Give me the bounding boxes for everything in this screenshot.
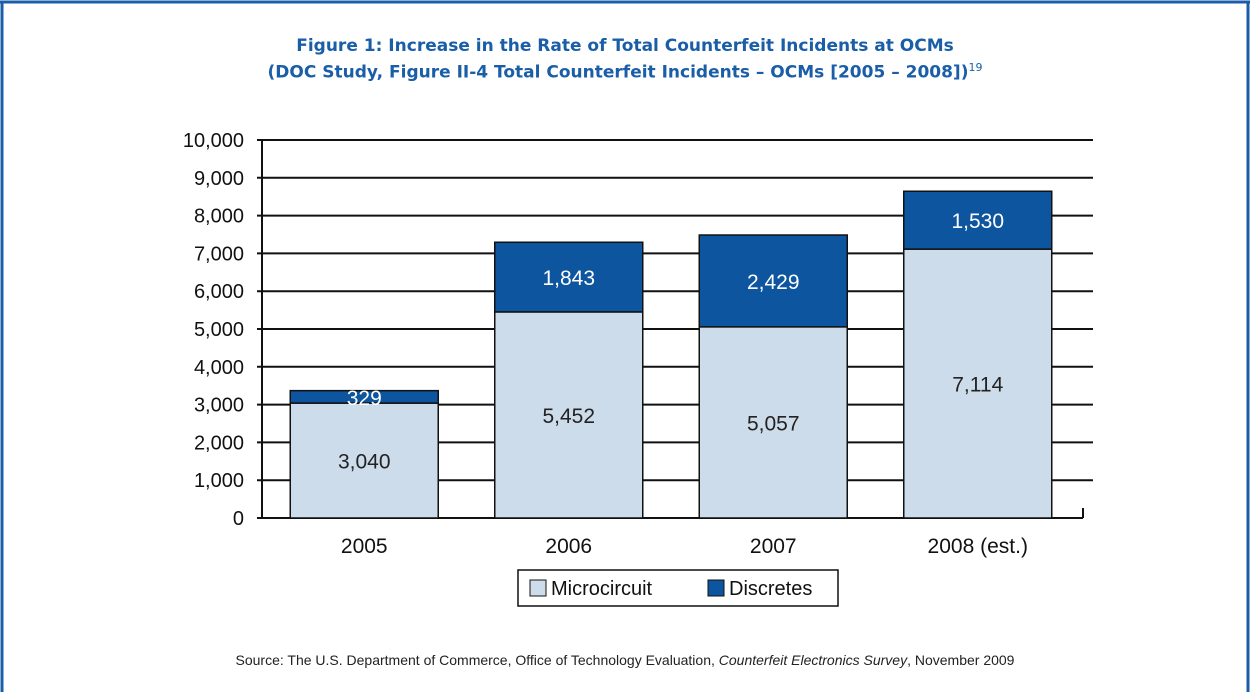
bar-microcircuit bbox=[494, 311, 644, 519]
data-label: 3,040 bbox=[338, 451, 391, 474]
x-tick-label: 2008 (est.) bbox=[928, 535, 1028, 558]
legend-box bbox=[517, 569, 839, 607]
stacked-bar-chart: 0 1,000 2,000 3,000 4,000 5,000 6,000 7,000 8,00… bbox=[183, 130, 1093, 607]
y-tick-label: 8,000 bbox=[194, 206, 244, 228]
legend-swatch-discretes bbox=[707, 579, 725, 597]
data-label: 7,114 bbox=[952, 374, 1003, 397]
data-label: 2,429 bbox=[747, 271, 800, 294]
chart-title: Figure 1: Increase in the Rate of Total … bbox=[296, 36, 954, 56]
y-tick-label: 4,000 bbox=[194, 357, 244, 379]
y-tick-label: 1,000 bbox=[194, 470, 244, 492]
y-tick-labels: 0 1,000 2,000 3,000 4,000 5,000 6,000 7,000 8,00… bbox=[183, 130, 244, 530]
bar-microcircuit bbox=[289, 402, 439, 519]
data-label: 1,530 bbox=[951, 210, 1004, 233]
y-tick-label: 7,000 bbox=[194, 243, 244, 265]
bar-discretes bbox=[289, 389, 439, 404]
chart-subtitle-text: (DOC Study, Figure II-4 Total Counterfei… bbox=[267, 62, 969, 83]
legend-swatch-microcircuit bbox=[529, 579, 547, 597]
bar-discretes bbox=[903, 190, 1053, 250]
bar-discretes bbox=[494, 241, 644, 313]
x-tick-label: 2005 bbox=[341, 535, 388, 558]
legend-label-discretes: Discretes bbox=[729, 578, 812, 600]
data-label: 5,057 bbox=[747, 412, 800, 435]
bar-microcircuit bbox=[698, 326, 848, 519]
data-label: 1,843 bbox=[542, 267, 595, 290]
source-prefix: Source: The U.S. Department of Commerce,… bbox=[235, 652, 719, 668]
source-note: Source: The U.S. Department of Commerce,… bbox=[0, 652, 1250, 668]
bars bbox=[289, 190, 1053, 519]
y-tick-label: 2,000 bbox=[194, 432, 244, 454]
y-tick-label: 6,000 bbox=[194, 281, 244, 303]
bar-discretes bbox=[698, 234, 848, 328]
source-suffix: , November 2009 bbox=[907, 652, 1015, 668]
x-tick-label: 2007 bbox=[750, 535, 797, 558]
y-tick-label: 9,000 bbox=[194, 168, 244, 190]
data-label: 5,452 bbox=[542, 405, 595, 428]
source-publication: Counterfeit Electronics Survey bbox=[718, 652, 908, 668]
y-tick-label: 5,000 bbox=[194, 319, 244, 341]
y-tick-label: 10,000 bbox=[183, 130, 244, 152]
x-tick-label: 2006 bbox=[545, 535, 592, 558]
legend-label-microcircuit: Microcircuit bbox=[551, 578, 653, 600]
value-labels: 3,040 329 5,452 1,843 5,057 2,429 7,114 1,530 bbox=[338, 210, 1004, 473]
chart-subtitle: (DOC Study, Figure II-4 Total Counterfei… bbox=[0, 61, 1250, 83]
x-tick-labels: 2005 2006 2007 2008 (est.) bbox=[341, 535, 1028, 558]
footnote-reference: 19 bbox=[968, 61, 983, 74]
bar-microcircuit bbox=[903, 248, 1053, 519]
data-label: 329 bbox=[347, 387, 382, 410]
y-tick-label: 3,000 bbox=[194, 395, 244, 417]
y-tick-label: 0 bbox=[233, 508, 244, 530]
legend: Microcircuit Discretes bbox=[517, 569, 839, 607]
